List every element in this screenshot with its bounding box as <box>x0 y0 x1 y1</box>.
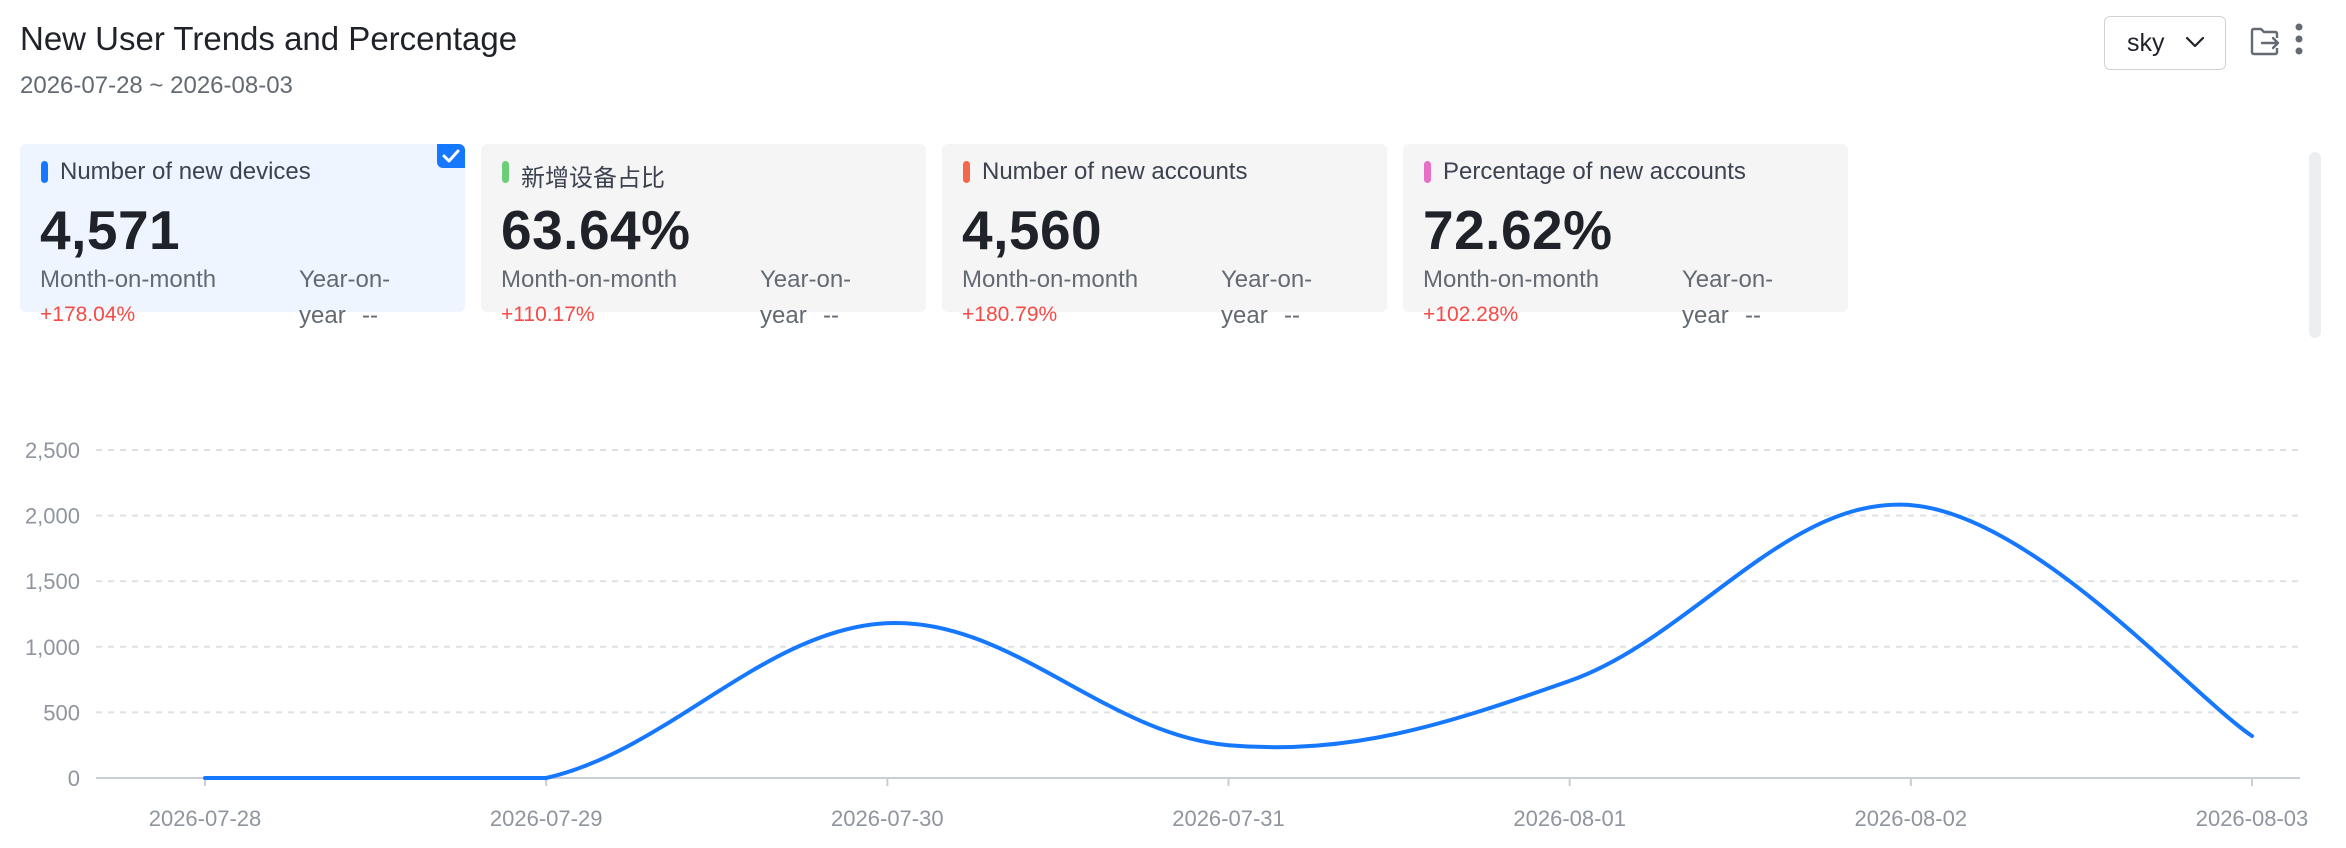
x-tick-label: 2026-07-30 <box>831 806 944 831</box>
yoy-label-continued: year <box>1682 302 1729 329</box>
series-color-marker <box>1424 161 1431 183</box>
metric-label: Number of new devices <box>60 158 311 185</box>
yoy-label-continued: year <box>1221 302 1268 329</box>
chevron-down-icon <box>2185 36 2205 48</box>
mom-value: +178.04% <box>40 303 136 326</box>
y-tick-label: 2,000 <box>25 504 80 529</box>
new-devices-line-chart: 0 500 1,000 1,500 2,000 2,500 2026-07-28 2026-0… <box>25 438 2309 831</box>
metric-value: 63.64% <box>501 199 691 261</box>
page-title: New User Trends and Percentage <box>20 20 518 57</box>
metric-card[interactable]: Number of new accounts 4,560 Month-on-mont… <box>942 144 1387 329</box>
app-select-value: sky <box>2127 28 2165 57</box>
y-tick-label: 1,500 <box>25 569 80 594</box>
yoy-label-continued: year <box>299 302 346 329</box>
x-tick-label: 2026-07-28 <box>149 806 262 831</box>
y-tick-label: 1,000 <box>25 635 80 660</box>
mom-label: Month-on-month <box>501 266 678 293</box>
metric-label: 新增设备占比 <box>521 165 665 192</box>
y-tick-label: 0 <box>68 766 80 791</box>
mom-value: +110.17% <box>501 303 595 326</box>
mom-label: Month-on-month <box>40 266 217 293</box>
mom-label: Month-on-month <box>1423 266 1600 293</box>
series-color-marker <box>502 161 509 183</box>
yoy-value: -- <box>362 302 378 329</box>
yoy-value: -- <box>1745 302 1761 329</box>
metric-label: Number of new accounts <box>982 158 1248 185</box>
x-tick-label: 2026-07-29 <box>490 806 603 831</box>
metric-card[interactable]: Percentage of new accounts 72.62% Month-on… <box>1403 144 1848 329</box>
x-tick-label: 2026-08-01 <box>1513 806 1626 831</box>
metric-card[interactable]: Number of new devices 4,571 Month-on-month… <box>20 144 465 329</box>
mom-value: +180.79% <box>962 303 1058 326</box>
yoy-label: Year-on- <box>760 266 852 293</box>
cards-scrollbar[interactable] <box>2309 152 2321 338</box>
yoy-label: Year-on- <box>299 266 391 293</box>
metric-label: Percentage of new accounts <box>1443 158 1746 185</box>
series-color-marker <box>963 161 970 183</box>
x-tick-label: 2026-08-03 <box>2196 806 2309 831</box>
series-line <box>203 502 2254 781</box>
metric-value: 4,560 <box>962 199 1103 261</box>
date-range: 2026-07-28 ~ 2026-08-03 <box>20 72 293 99</box>
checkbox-checked-icon[interactable] <box>437 144 465 168</box>
mom-label: Month-on-month <box>962 266 1139 293</box>
metric-card[interactable]: 新增设备占比 63.64% Month-on-month +110.17% Year-o… <box>481 144 926 329</box>
y-tick-label: 2,500 <box>25 438 80 463</box>
yoy-value: -- <box>823 302 839 329</box>
metric-value: 72.62% <box>1423 199 1613 261</box>
y-tick-label: 500 <box>43 700 80 725</box>
yoy-label: Year-on- <box>1221 266 1313 293</box>
export-icon[interactable] <box>2248 24 2282 58</box>
yoy-label-continued: year <box>760 302 807 329</box>
yoy-label: Year-on- <box>1682 266 1774 293</box>
metric-value: 4,571 <box>40 199 181 261</box>
mom-value: +102.28% <box>1423 303 1519 326</box>
series-color-marker <box>41 161 48 183</box>
yoy-value: -- <box>1284 302 1300 329</box>
more-vertical-icon[interactable] <box>2292 22 2306 58</box>
x-tick-label: 2026-08-02 <box>1855 806 1968 831</box>
app-select[interactable]: sky <box>2104 16 2226 70</box>
x-tick-label: 2026-07-31 <box>1172 806 1285 831</box>
